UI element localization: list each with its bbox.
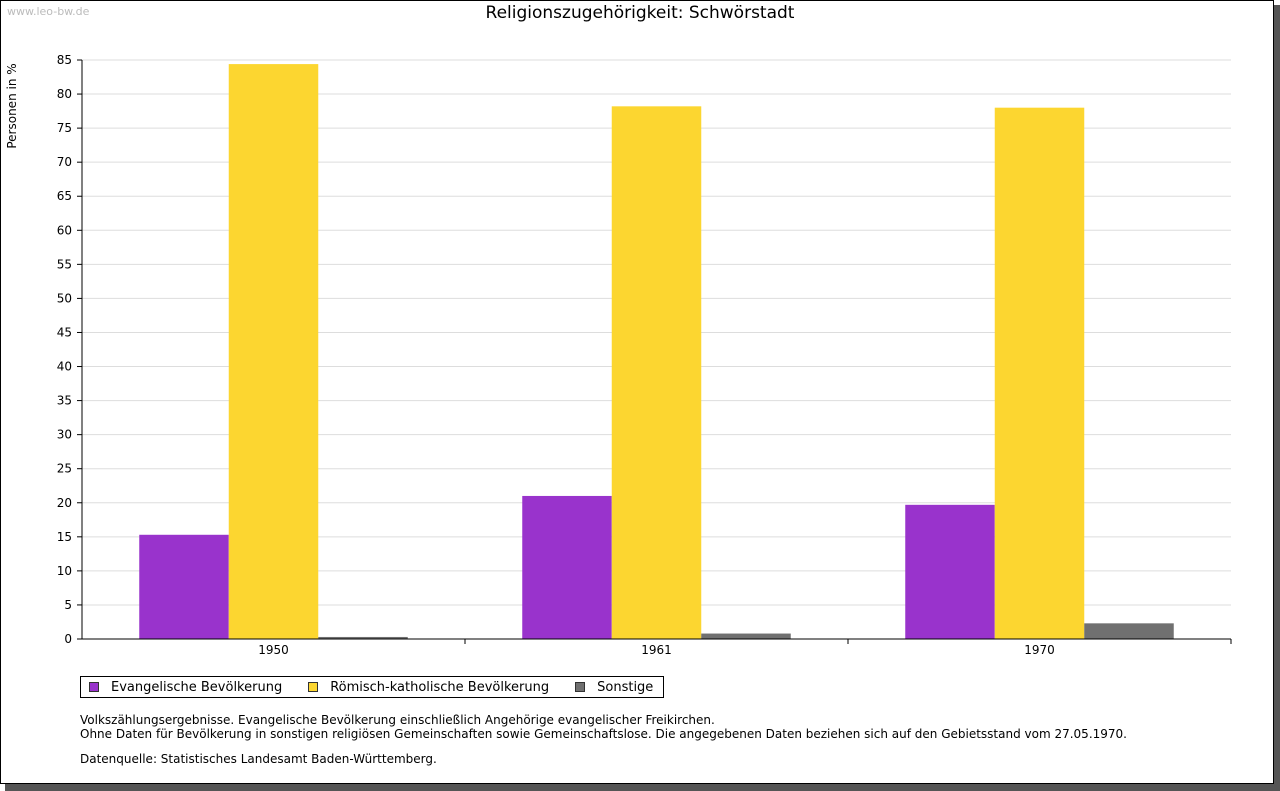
y-tick-label-75: 75	[57, 121, 72, 135]
frame-shadow-right	[1274, 5, 1280, 791]
x-tick-label-1950: 1950	[258, 643, 289, 657]
axes: 0 5 10 15 20 25 30 35 40 45 50 55 60 65 70 75 80 85 1950 19…	[57, 53, 1232, 657]
y-tick-label-10: 10	[57, 564, 72, 578]
y-tick-label-45: 45	[57, 325, 72, 339]
bar-1961-katholisch[interactable]	[611, 106, 702, 639]
y-axis-label: Personen in %	[5, 63, 19, 148]
legend-label-katholisch: Römisch-katholische Bevölkerung	[330, 679, 550, 695]
y-tick-label-60: 60	[57, 223, 72, 237]
y-tick-label-35: 35	[57, 394, 72, 408]
y-tick-label-70: 70	[57, 155, 72, 169]
watermark-link[interactable]: www.leo-bw.de	[7, 5, 90, 18]
legend-swatch-katholisch	[308, 682, 319, 692]
y-tick-label-80: 80	[57, 87, 72, 101]
chart-title: Religionszugehörigkeit: Schwörstadt	[485, 3, 795, 23]
legend-item-katholisch[interactable]: Römisch-katholische Bevölkerung	[308, 680, 549, 695]
bar-1950-evangelisch[interactable]	[139, 534, 229, 639]
y-tick-label-50: 50	[57, 291, 72, 305]
legend-label-evangelisch: Evangelische Bevölkerung	[111, 679, 283, 695]
y-tick-label-25: 25	[57, 462, 72, 476]
bar-1970-sonstige[interactable]	[1084, 623, 1174, 639]
data-source-note: Datenquelle: Statistisches Landesamt Bad…	[80, 752, 437, 766]
bar-chart: 0 5 10 15 20 25 30 35 40 45 50 55 60 65 70 75 80 85 1950 19…	[5, 53, 1232, 657]
x-tick-label-1970: 1970	[1024, 643, 1055, 657]
bar-1950-sonstige[interactable]	[318, 636, 408, 639]
y-tick-label-30: 30	[57, 428, 72, 442]
y-tick-label-20: 20	[57, 496, 72, 510]
bar-1961-evangelisch[interactable]	[522, 495, 612, 639]
legend-item-evangelisch[interactable]: Evangelische Bevölkerung	[89, 680, 282, 695]
y-tick-label-65: 65	[57, 189, 72, 203]
y-tick-label-15: 15	[57, 530, 72, 544]
bar-1970-evangelisch[interactable]	[905, 504, 995, 639]
y-tick-label-40: 40	[57, 360, 72, 374]
chart-notes: Volkszählungsergebnisse. Evangelische Be…	[80, 713, 1127, 741]
legend-item-sonstige[interactable]: Sonstige	[575, 680, 653, 695]
frame-shadow-bottom	[5, 784, 1280, 791]
bars	[139, 64, 1174, 640]
x-tick-label-1961: 1961	[641, 643, 672, 657]
y-tick-label-0: 0	[64, 632, 72, 646]
note-line-2: Ohne Daten für Bevölkerung in sonstigen …	[80, 727, 1127, 741]
note-line-1: Volkszählungsergebnisse. Evangelische Be…	[80, 713, 715, 727]
legend-swatch-sonstige	[575, 682, 586, 692]
chart-legend: Evangelische Bevölkerung Römisch-katholi…	[80, 676, 665, 698]
y-tick-label-5: 5	[64, 598, 72, 612]
legend-swatch-evangelisch	[89, 682, 99, 692]
bar-1970-katholisch[interactable]	[994, 107, 1085, 639]
bar-1950-katholisch[interactable]	[228, 64, 319, 640]
bar-1961-sonstige[interactable]	[701, 633, 791, 639]
legend-label-sonstige: Sonstige	[597, 679, 654, 695]
y-tick-label-85: 85	[57, 53, 72, 67]
y-tick-label-55: 55	[57, 257, 72, 271]
